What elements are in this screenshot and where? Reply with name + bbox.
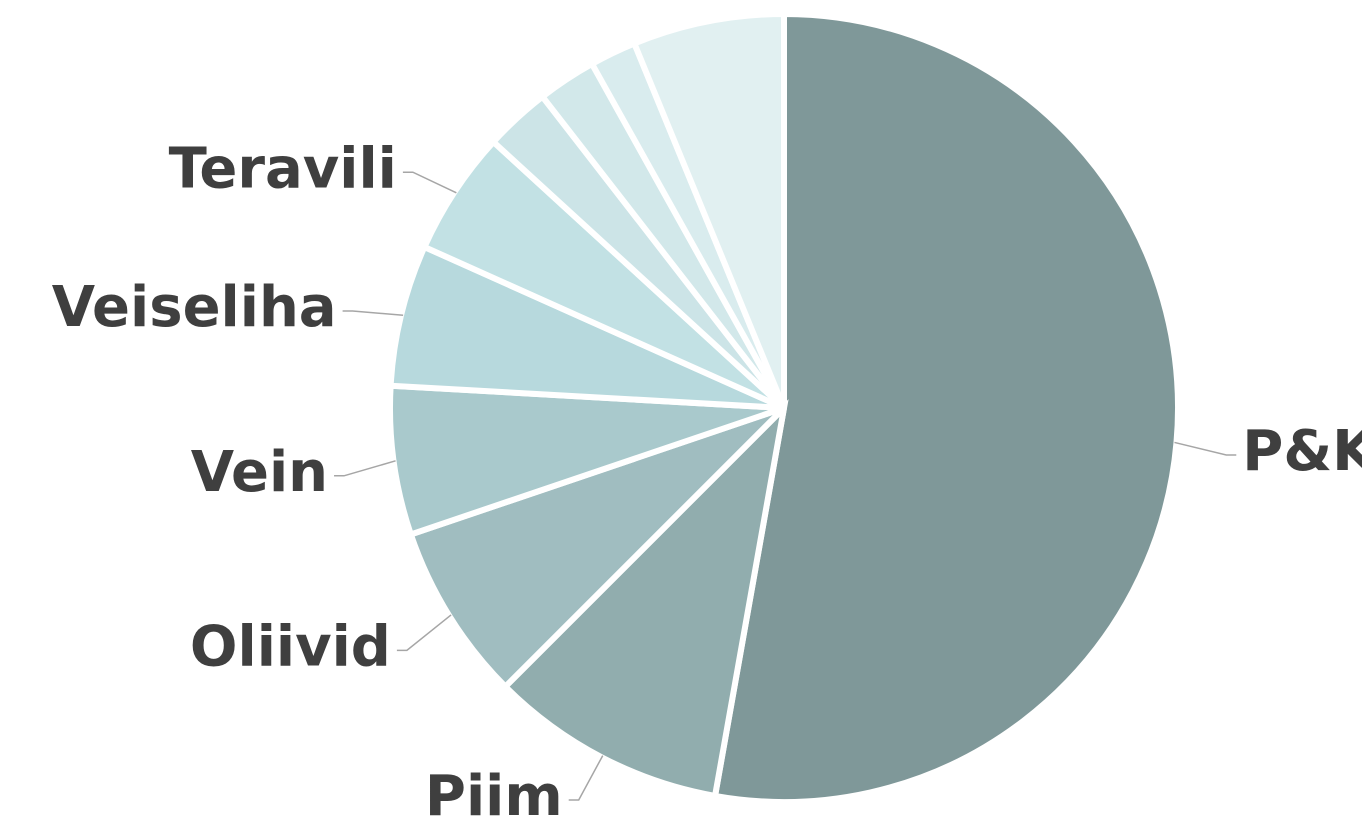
slice-label-veiseliha: Veiseliha — [52, 275, 337, 340]
pie-slices — [387, 10, 1181, 805]
leader-line-p-k — [1174, 441, 1237, 456]
slice-label-teravili: Teravili — [169, 136, 397, 201]
slice-labels: P&K Piim Oliivid Vein Veiseliha Teravili — [52, 136, 1362, 825]
slice-label-p-k: P&K — [1242, 419, 1362, 484]
slice-label-piim: Piim — [425, 764, 563, 825]
leader-line-teravili — [402, 171, 457, 194]
leader-lines — [334, 171, 1237, 801]
slice-label-oliivid: Oliivid — [190, 615, 391, 680]
leader-line-oliivid — [396, 614, 452, 652]
leader-line-vein — [334, 460, 396, 477]
leader-line-veiseliha — [342, 310, 404, 317]
slice-label-vein: Vein — [191, 440, 328, 505]
leader-line-piim — [568, 755, 604, 801]
pie-slice-unlabeled-9 — [630, 10, 787, 410]
